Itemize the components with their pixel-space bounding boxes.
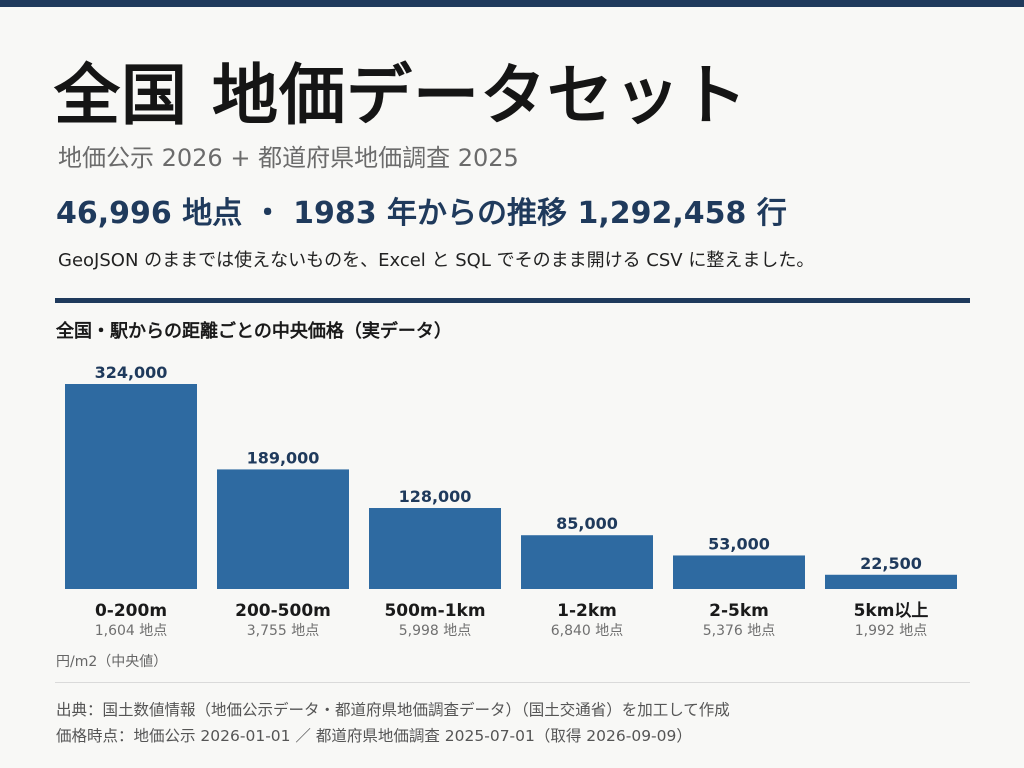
category-label: 1-2km: [557, 601, 617, 621]
category-label: 200-500m: [235, 601, 331, 621]
bar-value-label: 22,500: [860, 554, 922, 573]
timing-note: 価格時点：地価公示 2026-01-01 ／ 都道府県地価調査 2025-07-…: [56, 727, 692, 745]
bar-200-500m: [217, 469, 349, 589]
bar-value-label: 189,000: [247, 448, 320, 467]
chart-title: 全国・駅からの距離ごとの中央価格（実データ）: [56, 321, 452, 342]
bar-chart: 324,000 0-200m 1,604 地点 189,000 200-500m 3,75…: [65, 363, 957, 639]
source-note: 出典：国土数値情報（地価公示データ・都道府県地価調査データ）（国土交通省）を加工…: [56, 701, 730, 719]
bar-1-2km: [521, 535, 653, 589]
bar-5km以上: [825, 574, 957, 589]
point-count-label: 1,604 地点: [95, 623, 168, 639]
category-label: 5km以上: [854, 601, 929, 621]
bar-value-label: 85,000: [556, 514, 618, 533]
footer-divider: [55, 682, 970, 683]
page-subtitle: 地価公示 2026 + 都道府県地価調査 2025: [58, 144, 519, 172]
point-count-label: 6,840 地点: [551, 623, 624, 639]
point-count-label: 5,376 地点: [703, 623, 776, 639]
bar-value-label: 53,000: [708, 534, 770, 553]
bar-0-200m: [65, 384, 197, 589]
bar-500m-1km: [369, 508, 501, 589]
bar-value-label: 128,000: [399, 487, 472, 506]
headline-stats: 46,996 地点 ・ 1983 年からの推移 1,292,458 行: [56, 196, 787, 231]
top-accent-bar: [0, 0, 1024, 7]
bar-value-label: 324,000: [95, 363, 168, 382]
page-title: 全国 地価データセット: [54, 57, 748, 134]
description-text: GeoJSON のままでは使えないものを、Excel と SQL でそのまま開け…: [58, 250, 815, 271]
point-count-label: 5,998 地点: [399, 623, 472, 639]
category-label: 2-5km: [709, 601, 769, 621]
category-label: 500m-1km: [384, 601, 485, 621]
bar-2-5km: [673, 555, 805, 589]
section-divider: [55, 298, 970, 303]
point-count-label: 1,992 地点: [855, 623, 928, 639]
unit-label: 円/m2（中央値）: [56, 654, 168, 670]
category-label: 0-200m: [95, 601, 167, 621]
point-count-label: 3,755 地点: [247, 623, 320, 639]
